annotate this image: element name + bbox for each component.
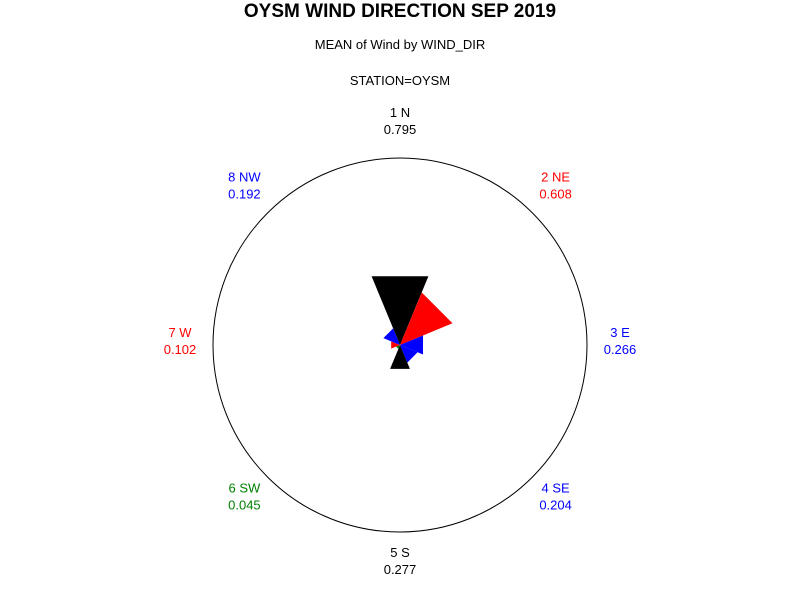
label-4-se: 4 SE bbox=[542, 481, 571, 496]
wedge-3-e bbox=[400, 335, 423, 355]
value-7-w: 0.102 bbox=[164, 342, 197, 357]
labels-group: 1 N 0.795 2 NE 0.608 3 E 0.266 4 SE 0.204 5 S 0.2… bbox=[164, 105, 637, 577]
wedge-6-sw bbox=[396, 345, 400, 349]
outer-circle bbox=[212, 157, 588, 533]
label-3-e: 3 E bbox=[610, 325, 630, 340]
label-2-ne: 2 NE bbox=[541, 169, 570, 184]
wedge-5-s bbox=[390, 345, 410, 369]
value-6-sw: 0.045 bbox=[228, 498, 261, 513]
wedge-2-ne bbox=[400, 292, 453, 345]
wedges-group bbox=[371, 276, 453, 369]
label-8-nw: 8 NW bbox=[228, 169, 261, 184]
value-4-se: 0.204 bbox=[539, 498, 572, 513]
wedge-4-se bbox=[400, 345, 418, 363]
wedge-1-n bbox=[371, 276, 429, 345]
wedge-7-w bbox=[391, 341, 400, 349]
label-1-n: 1 N bbox=[390, 105, 410, 120]
value-2-ne: 0.608 bbox=[539, 186, 572, 201]
wedge-8-nw bbox=[383, 328, 400, 345]
station-label: STATION=OYSM bbox=[349, 73, 451, 88]
label-5-s: 5 S bbox=[390, 545, 410, 560]
chart-title: OYSM WIND DIRECTION SEP 2019 bbox=[243, 1, 557, 22]
chart-subtitle: MEAN of Wind by WIND_DIR bbox=[314, 37, 486, 52]
value-3-e: 0.266 bbox=[604, 342, 637, 357]
label-7-w: 7 W bbox=[168, 325, 192, 340]
value-8-nw: 0.192 bbox=[228, 186, 261, 201]
value-1-n: 0.795 bbox=[384, 122, 417, 137]
value-5-s: 0.277 bbox=[384, 562, 417, 577]
label-6-sw: 6 SW bbox=[229, 481, 262, 496]
